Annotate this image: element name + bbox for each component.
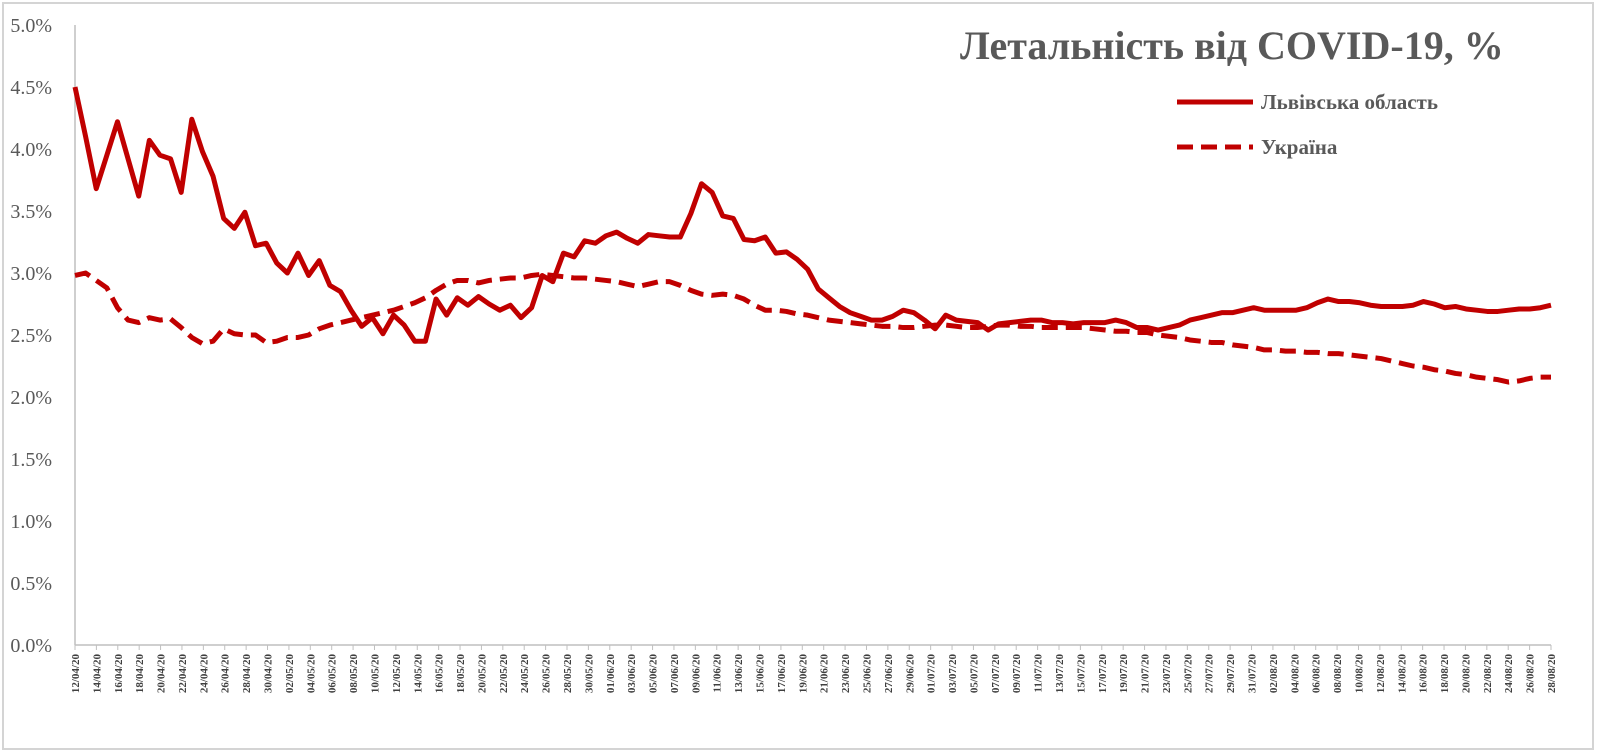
y-tick-label: 1.5% [10,449,52,471]
x-tick-label: 23/06/20 [840,654,852,694]
y-tick-label: 4.0% [10,139,52,161]
x-tick-label: 10/08/20 [1353,654,1365,694]
series-line-ukraine [74,270,1551,385]
legend-item-lviv: Львівська область [1175,87,1438,117]
x-tick-label: 05/06/20 [648,654,660,694]
x-tick-label: 28/04/20 [241,654,253,694]
x-tick-label: 19/06/20 [797,654,809,694]
x-tick-label: 21/07/20 [1140,654,1152,694]
x-tick-label: 03/06/20 [626,654,638,694]
legend-label-ukraine: Україна [1261,134,1338,159]
x-tick-label: 18/08/20 [1439,654,1451,694]
x-tick-label: 12/08/20 [1375,654,1387,694]
x-tick-label: 31/07/20 [1247,654,1259,694]
x-tick-label: 13/07/20 [1054,654,1066,694]
chart-title: Летальність від COVID-19, % [960,23,1504,68]
x-tick-label: 25/07/20 [1182,654,1194,694]
x-tick-label: 08/05/20 [348,654,360,694]
x-tick-label: 12/04/20 [70,654,82,694]
x-tick-label: 17/06/20 [776,654,788,694]
x-tick-label: 15/06/20 [755,654,767,694]
x-tick-label: 06/05/20 [327,654,339,694]
x-tick-label: 18/04/20 [134,654,146,694]
y-tick-label: 3.0% [10,263,52,285]
x-tick-label: 11/07/20 [1033,654,1045,693]
x-tick-label: 07/07/20 [990,654,1002,694]
legend-line-dashed [1177,144,1253,150]
y-tick-label: 5.0% [10,15,52,37]
x-tick-label: 19/07/20 [1118,654,1130,694]
x-axis: 12/04/20 14/04/20 16/04/20 18/04/20 20/04/20… [70,644,1558,694]
x-tick-label: 08/08/20 [1332,654,1344,694]
x-tick-label: 02/05/20 [284,654,296,694]
x-tick-label: 13/06/20 [733,654,745,694]
x-tick-label: 24/08/20 [1503,654,1515,694]
x-tick-label: 30/04/20 [263,654,275,694]
legend-item-ukraine: Україна [1175,132,1337,162]
x-tick-label: 18/05/20 [455,654,467,694]
y-tick-label: 0.0% [10,635,52,657]
x-tick-label: 17/07/20 [1097,654,1109,694]
x-tick-label: 14/05/20 [412,654,424,694]
x-tick-label: 29/06/20 [904,654,916,694]
x-tick-label: 16/08/20 [1418,654,1430,694]
series-line-lviv [72,86,1552,344]
x-tick-label: 03/07/20 [947,654,959,694]
x-tick-label: 28/05/20 [562,654,574,694]
x-tick-label: 12/05/20 [391,654,403,694]
x-tick-label: 10/05/20 [369,654,381,694]
x-tick-label: 16/05/20 [434,654,446,694]
y-tick-label: 1.0% [10,511,52,533]
x-tick-label: 01/06/20 [605,654,617,694]
x-tick-label: 26/04/20 [220,654,232,694]
x-tick-label: 21/06/20 [819,654,831,694]
x-tick-label: 25/06/20 [861,654,873,694]
legend-line-solid [1177,99,1253,105]
x-tick-label: 26/05/20 [541,654,553,694]
x-tick-label: 30/05/20 [583,654,595,694]
x-tick-label: 09/07/20 [1011,654,1023,694]
y-tick-label: 3.5% [10,201,52,223]
y-tick-label: 4.5% [10,77,52,99]
x-tick-label: 27/07/20 [1204,654,1216,694]
x-tick-label: 05/07/20 [968,654,980,694]
x-tick-label: 22/08/20 [1482,654,1494,694]
x-tick-label: 22/05/20 [498,654,510,694]
x-tick-label: 28/08/20 [1546,654,1558,694]
x-tick-label: 04/08/20 [1289,654,1301,694]
series-layer [72,86,1552,385]
x-tick-label: 16/04/20 [113,654,125,694]
x-tick-label: 02/08/20 [1268,654,1280,694]
x-tick-label: 11/06/20 [712,654,724,693]
y-tick-label: 0.5% [10,573,52,595]
x-tick-label: 20/08/20 [1460,654,1472,694]
x-tick-label: 26/08/20 [1525,654,1537,694]
legend-label-lviv: Львівська область [1261,89,1438,114]
x-tick-label: 22/04/20 [177,654,189,694]
x-tick-label: 20/05/20 [476,654,488,694]
y-tick-label: 2.5% [10,325,52,347]
x-tick-label: 06/08/20 [1311,654,1323,694]
y-tick-label: 2.0% [10,387,52,409]
x-tick-label: 29/07/20 [1225,654,1237,694]
x-tick-label: 20/04/20 [156,654,168,694]
x-tick-label: 23/07/20 [1161,654,1173,694]
x-tick-label: 07/06/20 [669,654,681,694]
x-tick-label: 09/06/20 [690,654,702,694]
x-tick-label: 27/06/20 [883,654,895,694]
y-axis: 0.0% 0.5% 1.0% 1.5% 2.0% 2.5% 3.0% 3.5% 4.0% 4.5%… [10,15,76,657]
x-tick-label: 14/08/20 [1396,654,1408,694]
x-tick-label: 24/05/20 [519,654,531,694]
x-tick-label: 14/04/20 [91,654,103,694]
x-tick-label: 04/05/20 [305,654,317,694]
x-tick-label: 01/07/20 [926,654,938,694]
x-tick-label: 15/07/20 [1075,654,1087,694]
x-tick-label: 24/04/20 [198,654,210,694]
